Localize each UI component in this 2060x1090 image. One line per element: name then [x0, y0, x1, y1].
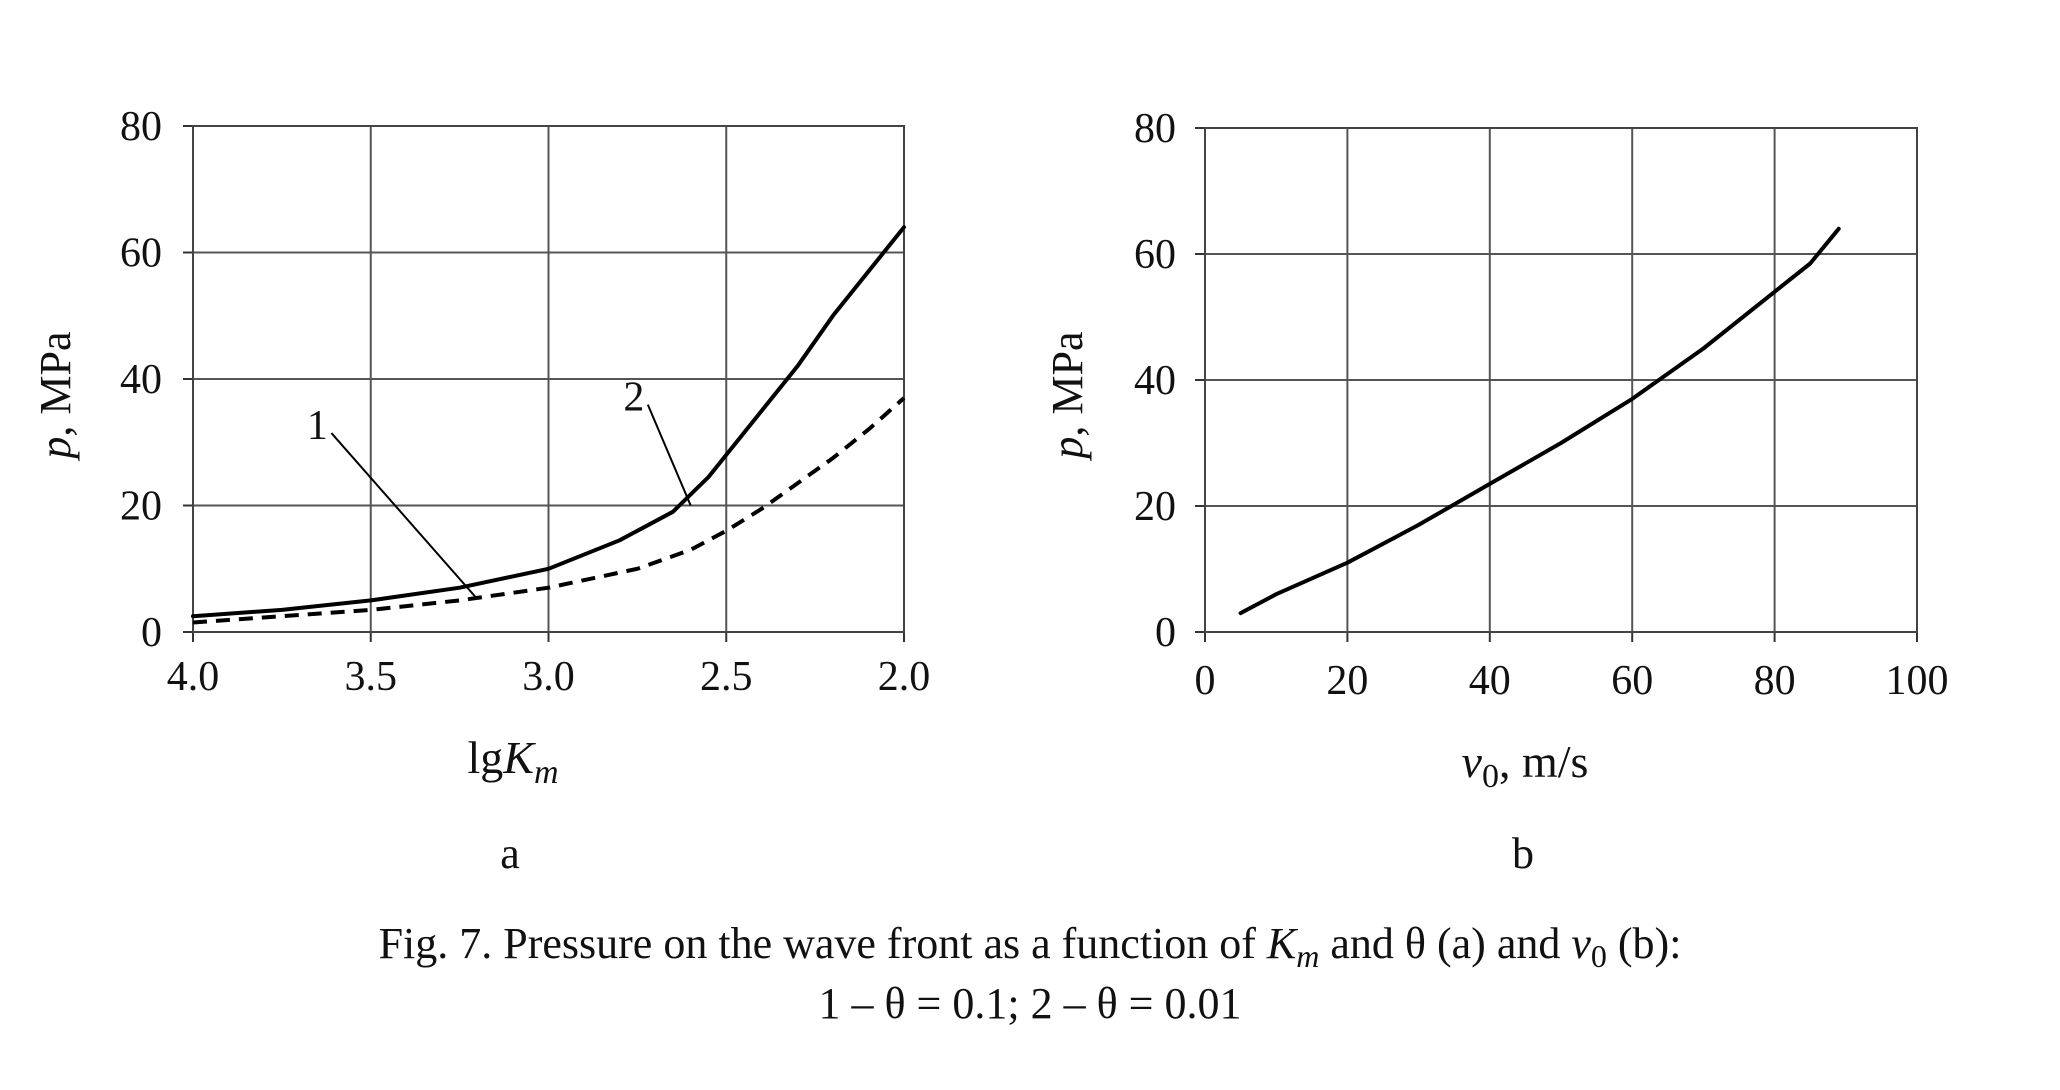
caption-line-1: Fig. 7. Pressure on the wave front as a … — [379, 919, 1682, 974]
y-axis-var-a: p — [31, 437, 80, 462]
tick-labels-b: 0 20 40 60 80 100 0 20 40 60 80 — [1134, 106, 1949, 704]
caption-var-v: v — [1571, 919, 1591, 968]
caption-suffix: (b): — [1607, 919, 1682, 968]
y-axis-unit-a: , MPa — [31, 331, 80, 436]
caption-var-k-sub: m — [1296, 938, 1319, 974]
series-line-dashed — [192, 396, 906, 625]
y-axis-label-b: p, MPa — [1043, 331, 1092, 461]
y-tick-label: 40 — [120, 357, 162, 403]
caption-mid: and θ (a) and — [1319, 919, 1571, 968]
x-axis-main-a: lg — [467, 732, 503, 783]
grid-b — [1195, 127, 1918, 642]
y-tick-label: 60 — [1134, 232, 1176, 278]
annotations-a: 12 — [307, 375, 692, 600]
y-tick-label: 0 — [1155, 610, 1176, 656]
x-tick-label: 0 — [1195, 658, 1216, 704]
curve-label-2: 2 — [623, 375, 644, 421]
x-tick-label: 20 — [1326, 658, 1368, 704]
y-tick-label: 20 — [120, 484, 162, 530]
y-axis-unit-b: , MPa — [1043, 331, 1092, 436]
series-line-solid — [191, 225, 906, 619]
y-tick-label: 80 — [120, 104, 162, 150]
panel-label-b: b — [1512, 829, 1534, 878]
caption-var-v-sub: 0 — [1591, 938, 1607, 974]
x-axis-sub-b: 0 — [1482, 758, 1499, 795]
leader-line-1 — [330, 432, 479, 600]
x-tick-label: 2.0 — [878, 654, 931, 700]
series-group-b — [1238, 226, 1841, 616]
x-tick-label: 60 — [1611, 658, 1653, 704]
caption-var-k: K — [1266, 919, 1299, 968]
x-tick-label: 2.5 — [700, 654, 753, 700]
x-tick-label: 100 — [1886, 658, 1949, 704]
leader-line-2 — [646, 404, 692, 506]
plot-frame — [1204, 127, 1918, 633]
x-axis-label-a: lgKm — [467, 732, 558, 791]
caption-prefix: Fig. 7. Pressure on the wave front as a … — [379, 919, 1267, 968]
y-tick-label: 40 — [1134, 358, 1176, 404]
plot-frame — [192, 125, 905, 633]
y-tick-label: 80 — [1134, 106, 1176, 152]
grid-a — [183, 125, 905, 642]
y-tick-label: 60 — [120, 231, 162, 277]
x-axis-sub-a: m — [534, 754, 559, 791]
x-axis-label-b: v0, m/s — [1462, 736, 1589, 795]
x-tick-label: 40 — [1469, 658, 1511, 704]
y-tick-label: 20 — [1134, 484, 1176, 530]
y-axis-var-b: p — [1043, 437, 1092, 462]
x-tick-label: 4.0 — [167, 654, 220, 700]
caption-line-2: 1 – θ = 0.1; 2 – θ = 0.01 — [818, 979, 1241, 1028]
series-group-a — [191, 225, 906, 625]
x-tick-label: 3.5 — [345, 654, 398, 700]
x-axis-unit-b: , m/s — [1499, 736, 1588, 787]
tick-labels-a: 4.0 3.5 3.0 2.5 2.0 0 20 40 60 80 — [120, 104, 930, 700]
panel-label-a: a — [500, 829, 520, 878]
y-tick-label: 0 — [141, 610, 162, 656]
x-tick-label: 80 — [1754, 658, 1796, 704]
x-axis-var-a: K — [502, 732, 536, 783]
x-axis-var-b: v — [1462, 736, 1483, 787]
y-axis-label-a: p, MPa — [31, 331, 80, 461]
series-line-solid — [1238, 226, 1841, 616]
x-tick-label: 3.0 — [522, 654, 575, 700]
curve-label-1: 1 — [307, 403, 328, 449]
